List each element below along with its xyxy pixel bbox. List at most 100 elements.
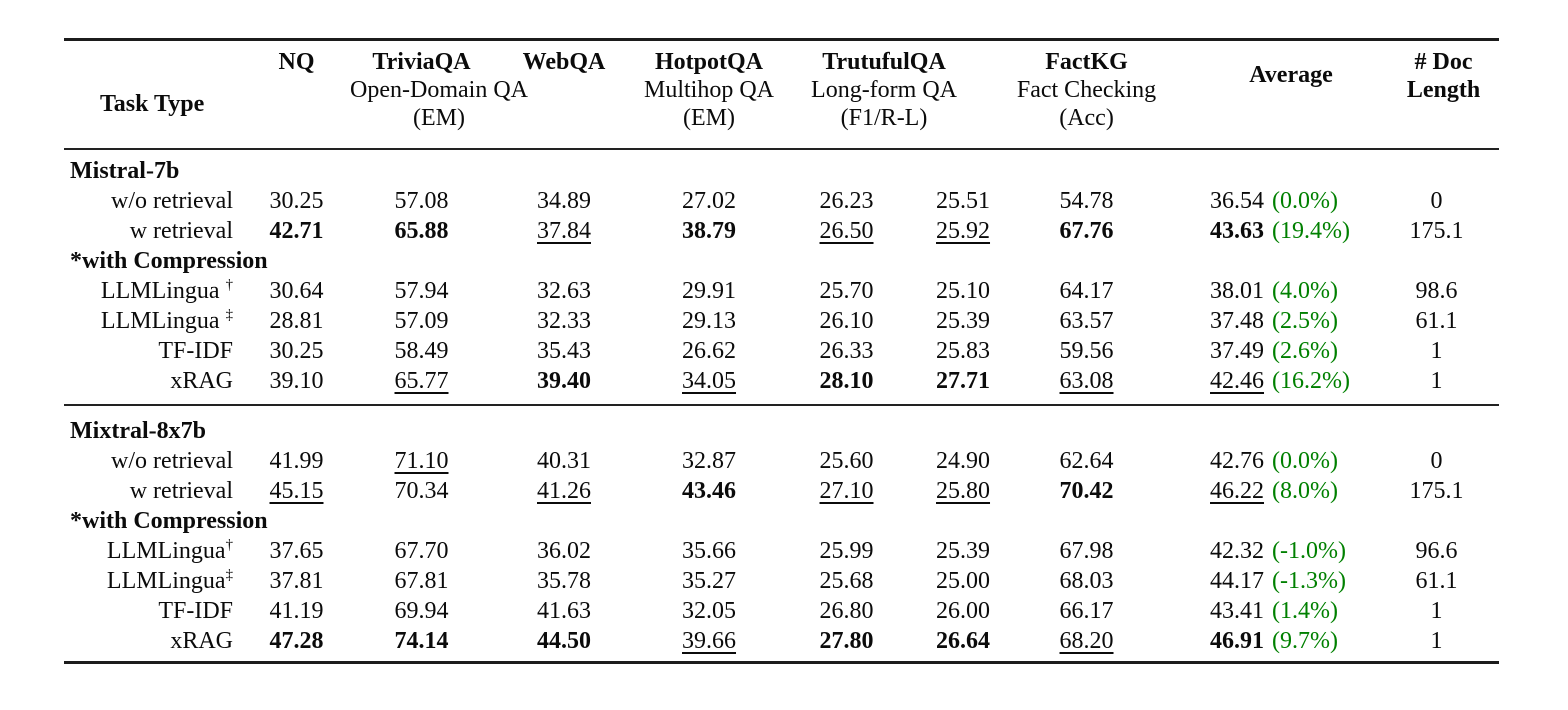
metric-value: 26.10: [819, 308, 874, 334]
average-value: 42.46: [1210, 368, 1265, 394]
doc-length-value: 61.1: [1415, 308, 1458, 334]
metric-value: 42.71: [269, 218, 324, 244]
average-delta: (-1.3%): [1272, 568, 1346, 594]
metric-value: 25.00: [936, 568, 991, 594]
section-label: *with Compression: [70, 248, 268, 274]
metric-value: 25.39: [936, 308, 991, 334]
metric-value: 25.68: [819, 568, 874, 594]
row-label: LLMLingua †: [100, 277, 233, 304]
table-row: TF-IDF 30.25 58.49 35.43 26.62 26.33 25.83 59.5…: [64, 336, 1499, 366]
section-label: Mistral-7b: [70, 158, 180, 184]
doc-length-label-line2: Length: [1406, 77, 1481, 103]
average-cell: 42.32 (-1.0%): [1184, 536, 1374, 566]
column-hotpotqa: HotpotQA: [655, 49, 764, 75]
average-cell: 43.63 (19.4%): [1184, 216, 1374, 246]
average-delta: (2.6%): [1272, 338, 1338, 364]
metric-value: 40.31: [537, 448, 591, 474]
metric-value: 30.25: [269, 188, 324, 214]
doc-length-value: 96.6: [1415, 538, 1458, 564]
header-row: Task Type NQ TriviaQA WebQA Open-Domain …: [64, 39, 1500, 150]
average-value: 42.32: [1210, 538, 1265, 564]
metric-value: 32.05: [682, 598, 737, 624]
longform-metric-label: (F1/R-L): [840, 105, 928, 131]
metric-value: 37.81: [269, 568, 324, 594]
average-cell: 38.01 (4.0%): [1184, 276, 1374, 306]
doc-length-value: 98.6: [1415, 278, 1458, 304]
column-triviaqa: TriviaQA: [372, 49, 471, 75]
metric-value: 26.00: [936, 598, 991, 624]
metric-value: 43.46: [682, 478, 737, 504]
average-delta: (9.7%): [1272, 628, 1338, 654]
average-cell: 46.91 (9.7%): [1184, 626, 1374, 663]
table-row: w retrieval 45.15 70.34 41.26 43.46 27.10 25.8…: [64, 476, 1499, 506]
doc-length-value: 1: [1430, 338, 1443, 364]
header-average: Average: [1184, 39, 1375, 150]
dagger-mark: †: [225, 277, 233, 293]
metric-value: 27.02: [682, 188, 737, 214]
average-label: Average: [1249, 62, 1333, 88]
metric-value: 25.39: [936, 538, 991, 564]
open-domain-dataset-names: NQ TriviaQA WebQA: [239, 48, 639, 76]
metric-value: 29.13: [682, 308, 737, 334]
metric-value: 54.78: [1059, 188, 1114, 214]
average-cell: 42.46 (16.2%): [1184, 366, 1374, 405]
doc-length-value: 1: [1430, 368, 1443, 394]
metric-value: 65.77: [394, 368, 449, 394]
average-cell: 36.54 (0.0%): [1184, 186, 1374, 216]
section-header-row: *with Compression: [64, 246, 1499, 276]
metric-value: 45.15: [269, 478, 324, 504]
metric-value: 35.78: [537, 568, 591, 594]
doc-length-value: 175.1: [1409, 218, 1464, 244]
section-label: Mixtral-8x7b: [70, 418, 206, 444]
metric-value: 38.79: [682, 218, 737, 244]
average-delta: (4.0%): [1272, 278, 1338, 304]
row-label: xRAG: [170, 628, 233, 654]
doc-length-value: 0: [1430, 188, 1443, 214]
average-delta: (0.0%): [1272, 188, 1338, 214]
average-delta: (16.2%): [1272, 368, 1350, 394]
metric-value: 63.08: [1059, 368, 1114, 394]
row-label: w/o retrieval: [111, 448, 233, 474]
doc-length-value: 1: [1430, 628, 1443, 654]
metric-value: 65.88: [394, 218, 449, 244]
table-header: Task Type NQ TriviaQA WebQA Open-Domain …: [64, 39, 1500, 150]
metric-value: 67.70: [394, 538, 449, 564]
open-domain-metric-label: (EM): [413, 105, 465, 131]
factcheck-metric-label: (Acc): [1059, 105, 1114, 131]
average-value: 46.22: [1210, 478, 1265, 504]
header-group-factcheck: FactKG Fact Checking (Acc): [989, 39, 1185, 150]
dagger-mark: †: [225, 537, 233, 553]
metric-value: 67.76: [1059, 218, 1114, 244]
header-group-multihop: HotpotQA Multihop QA (EM): [639, 39, 780, 150]
metric-value: 25.83: [936, 338, 991, 364]
table-row: w retrieval 42.71 65.88 37.84 38.79 26.50 25.9…: [64, 216, 1499, 246]
doc-length-value: 0: [1430, 448, 1443, 474]
metric-value: 34.05: [682, 368, 737, 394]
metric-value: 26.80: [819, 598, 874, 624]
metric-value: 67.81: [394, 568, 449, 594]
metric-value: 57.09: [394, 308, 449, 334]
metric-value: 69.94: [394, 598, 449, 624]
row-label: LLMLingua‡: [106, 567, 233, 594]
metric-value: 39.40: [537, 368, 591, 394]
row-label: w retrieval: [129, 218, 233, 244]
metric-value: 37.84: [537, 218, 591, 244]
metric-value: 35.43: [537, 338, 591, 364]
metric-value: 47.28: [269, 628, 324, 654]
metric-value: 57.08: [394, 188, 449, 214]
row-label: xRAG: [170, 368, 233, 394]
table-row: w/o retrieval 30.25 57.08 34.89 27.02 26.23 25…: [64, 186, 1499, 216]
metric-value: 27.71: [936, 368, 991, 394]
metric-value: 34.89: [537, 188, 591, 214]
average-value: 46.91: [1210, 628, 1265, 654]
average-value: 43.41: [1210, 598, 1265, 624]
metric-value: 66.17: [1059, 598, 1114, 624]
doc-length-value: 175.1: [1409, 478, 1464, 504]
metric-value: 26.50: [819, 218, 874, 244]
metric-value: 44.50: [537, 628, 591, 654]
average-cell: 42.76 (0.0%): [1184, 446, 1374, 476]
average-delta: (1.4%): [1272, 598, 1338, 624]
column-factkg: FactKG: [1045, 49, 1128, 75]
average-value: 42.76: [1210, 448, 1265, 474]
results-table: Task Type NQ TriviaQA WebQA Open-Domain …: [64, 38, 1500, 664]
